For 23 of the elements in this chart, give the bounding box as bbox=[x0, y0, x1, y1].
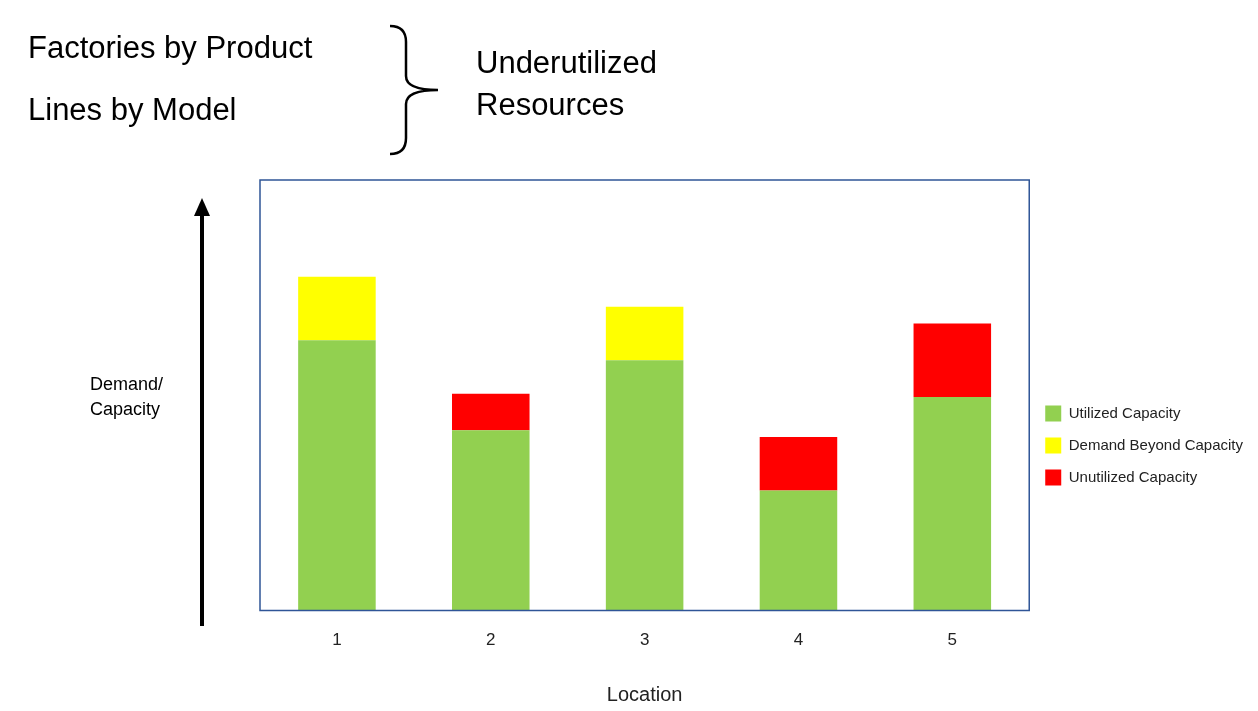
bar bbox=[605, 306, 684, 361]
bar bbox=[759, 437, 838, 491]
bar bbox=[452, 393, 530, 431]
bar bbox=[605, 360, 684, 611]
bar bbox=[759, 490, 838, 611]
x-axis-title: Location bbox=[606, 682, 683, 705]
x-tick-label: 2 bbox=[486, 630, 496, 650]
x-tick-label: 5 bbox=[947, 630, 958, 650]
chart-title: Underutilized Resources bbox=[476, 44, 658, 124]
legend-label: Demand Beyond Capacity bbox=[1068, 435, 1244, 453]
text: Lines by Model bbox=[28, 92, 237, 128]
legend-label: Utilized Capacity bbox=[1068, 403, 1181, 421]
bar bbox=[913, 396, 992, 611]
x-tick-label: 4 bbox=[793, 630, 804, 650]
bar bbox=[298, 276, 376, 341]
bar bbox=[452, 430, 530, 611]
x-tick-label: 1 bbox=[332, 630, 342, 650]
legend-label: Unutilized Capacity bbox=[1068, 467, 1198, 485]
text: Demand/ Capacity bbox=[90, 373, 165, 421]
bar bbox=[913, 323, 992, 397]
x-tick-label: 3 bbox=[639, 630, 650, 650]
bar bbox=[298, 340, 376, 611]
text: Factories by Product bbox=[28, 30, 313, 66]
